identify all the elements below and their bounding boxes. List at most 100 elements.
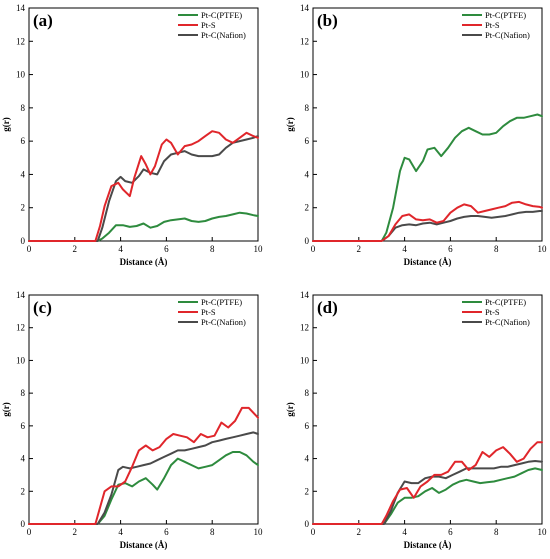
y-tick-label: 6 [305,421,310,431]
x-tick-label: 2 [73,527,78,537]
x-axis-label: Distance (Å) [120,540,168,550]
x-axis-label: Distance (Å) [404,540,452,550]
x-tick-label: 2 [357,527,362,537]
y-tick-label: 10 [300,70,310,80]
y-axis-label: g(r) [285,117,295,132]
series-line-pts [28,130,259,242]
x-axis-label: Distance (Å) [120,257,168,267]
y-tick-label: 2 [21,486,26,496]
y-tick-label: 12 [300,36,309,46]
y-tick-label: 4 [21,454,26,464]
legend-entry: Pt-S [201,307,216,317]
legend-entry: Pt-C(Nafion) [201,317,246,327]
y-tick-label: 8 [21,388,26,398]
panel-d: 0 2 4 6 8 10 0 2 4 6 8 10 12 14 Distance (Å) g(r) (d) Pt-… [285,290,547,550]
plot-frame [28,294,259,525]
series-line-nafion [312,210,543,242]
x-tick-label: 10 [538,244,548,254]
y-tick-label: 14 [16,3,26,13]
series-line-nafion [28,135,259,242]
legend-entry: Pt-C(PTFE) [485,297,526,307]
y-tick-label: 4 [21,169,26,179]
x-tick-label: 10 [538,527,548,537]
y-tick-label: 6 [21,421,26,431]
series-line-pts [312,441,543,525]
y-tick-label: 8 [305,388,310,398]
legend-entry: Pt-S [485,20,500,30]
series-line-nafion [28,431,259,525]
x-tick-label: 0 [311,527,316,537]
x-tick-label: 0 [311,244,316,254]
x-tick-label: 0 [27,527,32,537]
x-tick-label: 8 [494,527,499,537]
y-tick-label: 4 [305,169,310,179]
y-tick-label: 4 [305,454,310,464]
y-tick-label: 12 [300,323,309,333]
legend-entry: Pt-C(Nafion) [485,317,530,327]
x-tick-label: 4 [402,527,407,537]
series-line-ptfe [28,451,259,525]
y-tick-label: 6 [21,136,26,146]
y-tick-label: 10 [16,355,26,365]
series-line-pts [28,406,259,525]
series-line-nafion [312,460,543,525]
legend-entry: Pt-C(Nafion) [485,30,530,40]
x-tick-label: 10 [254,244,264,254]
x-tick-label: 2 [357,244,362,254]
series-line-ptfe [28,211,259,242]
legend-entry: Pt-C(PTFE) [201,10,242,20]
x-tick-label: 4 [402,244,407,254]
y-tick-label: 0 [21,236,26,246]
legend-entry: Pt-S [485,307,500,317]
y-tick-label: 8 [305,103,310,113]
x-tick-label: 4 [118,244,123,254]
plot-frame [312,7,543,242]
y-tick-label: 8 [21,103,26,113]
x-tick-label: 6 [164,527,169,537]
y-tick-label: 10 [300,355,310,365]
x-tick-label: 0 [27,244,32,254]
y-tick-label: 2 [305,486,310,496]
panel-label: (a) [33,11,53,30]
series-line-pts [312,200,543,242]
panel-a: 0 2 4 6 8 10 0 2 4 6 8 10 12 14 Distance (Å) g(r) (a) Pt-… [1,3,263,267]
x-tick-label: 10 [254,527,264,537]
y-tick-label: 10 [16,70,26,80]
plot-frame [312,294,543,525]
x-tick-label: 8 [210,244,215,254]
y-axis-label: g(r) [1,117,11,132]
y-tick-label: 6 [305,136,310,146]
x-axis-label: Distance (Å) [404,257,452,267]
x-tick-label: 6 [448,527,453,537]
y-tick-label: 2 [21,203,26,213]
y-tick-label: 12 [16,323,25,333]
series-line-ptfe [312,113,543,242]
y-tick-label: 14 [300,290,310,300]
plot-frame [28,7,259,242]
x-tick-label: 8 [494,244,499,254]
legend-entry: Pt-C(PTFE) [485,10,526,20]
panel-label: (d) [317,298,338,317]
panel-label: (c) [33,298,52,317]
x-tick-label: 6 [164,244,169,254]
y-tick-label: 14 [16,290,26,300]
y-tick-label: 2 [305,203,310,213]
legend-entry: Pt-S [201,20,216,30]
x-tick-label: 8 [210,527,215,537]
y-tick-label: 0 [21,519,26,529]
x-tick-label: 6 [448,244,453,254]
series-line-ptfe [312,467,543,525]
legend-entry: Pt-C(Nafion) [201,30,246,40]
y-tick-label: 0 [305,519,310,529]
y-tick-label: 0 [305,236,310,246]
x-tick-label: 4 [118,527,123,537]
y-tick-label: 14 [300,3,310,13]
legend-entry: Pt-C(PTFE) [201,297,242,307]
x-tick-label: 2 [73,244,78,254]
panel-label: (b) [317,11,338,30]
panel-c: 0 2 4 6 8 10 0 2 4 6 8 10 12 14 Distance (Å) g(r) (c) Pt-… [1,290,263,550]
panel-b: 0 2 4 6 8 10 0 2 4 6 8 10 12 14 Distance (Å) g(r) (b) Pt-… [285,3,547,267]
y-tick-label: 12 [16,36,25,46]
y-axis-label: g(r) [285,402,295,417]
